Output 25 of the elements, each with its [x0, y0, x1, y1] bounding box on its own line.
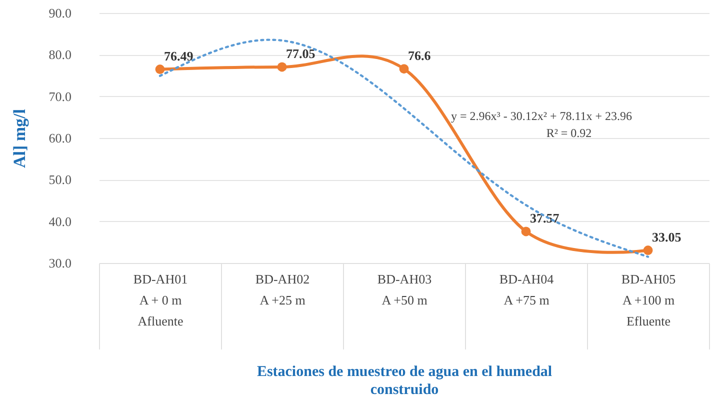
- x-tick-label: BD-AH03 A +50 m: [377, 272, 432, 308]
- x-tick-label: BD-AH01 A + 0 m Afluente: [133, 272, 188, 328]
- data-label: 76.49: [164, 48, 194, 64]
- annotation: y = 2.96x³ - 30.12x² + 78.11x + 23.96: [451, 109, 632, 123]
- x-tick-label: BD-AH02 A +25 m: [255, 272, 310, 308]
- x-tick-label: BD-AH04 A +75 m: [499, 272, 554, 308]
- x-tick-label: BD-AH05 A +100 m Efluente: [621, 272, 676, 328]
- y-tick-label: 90.0: [48, 6, 72, 20]
- point: [399, 64, 409, 74]
- point: [643, 246, 653, 256]
- y-tick-label: 40.0: [48, 214, 72, 229]
- data-label: 33.05: [652, 229, 682, 244]
- y-tick-label: 80.0: [48, 47, 72, 62]
- data-label: 76.6: [408, 48, 432, 63]
- y-axis-title: Al] mg/l: [10, 108, 29, 168]
- point: [155, 64, 165, 74]
- y-tick-label: 50.0: [48, 172, 72, 188]
- x-axis-title: Estaciones de muestreo de agua en el humedal construido: [256, 364, 552, 398]
- y-tick-label: 60.0: [48, 130, 72, 146]
- data-label: 77.05: [286, 46, 316, 61]
- y-tick-label: 30.0: [48, 256, 72, 270]
- point: [521, 226, 531, 236]
- annotation: R² = 0.92: [546, 126, 592, 140]
- point: [277, 62, 287, 72]
- y-tick-label: 70.0: [48, 88, 72, 104]
